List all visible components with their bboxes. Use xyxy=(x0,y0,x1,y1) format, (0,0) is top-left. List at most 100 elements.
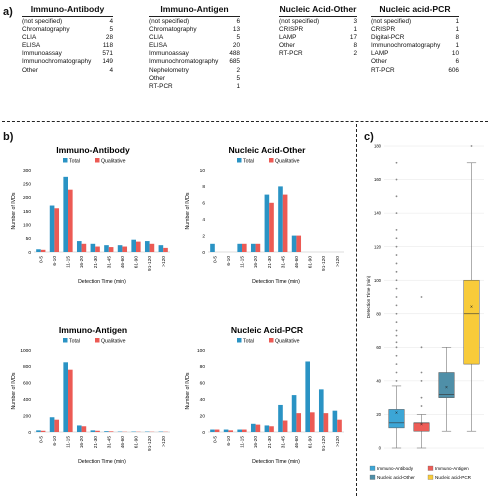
bar-qualitative xyxy=(310,412,315,432)
box-immuno-antibody-outlier xyxy=(395,254,398,256)
bar-qualitative xyxy=(40,430,46,432)
x-tick-label: >120 xyxy=(335,256,341,267)
box-immuno-antibody-outlier xyxy=(395,296,398,298)
bar-qualitative xyxy=(122,246,128,252)
x-tick-label: 6-10 xyxy=(226,256,232,266)
y-tick-label: 40 xyxy=(200,397,206,403)
y-tick-label: 60 xyxy=(200,381,206,387)
box-immuno-antibody-outlier xyxy=(395,161,398,164)
table-row: Digital-PCR 8 xyxy=(371,34,459,42)
legend-label: Qualitative xyxy=(101,339,126,345)
legend-label: Qualitative xyxy=(275,339,300,345)
table-immuno-antibody: Immuno-Antibody (not specified) 4 Chromat… xyxy=(22,4,113,75)
table-row: Chromatography 5 xyxy=(22,26,113,34)
table-row: CLIA 5 xyxy=(149,34,240,42)
box-immuno-antigen-outlier xyxy=(420,371,423,374)
table-title: Immuno-Antibody xyxy=(22,4,113,17)
y-tick-label: 160 xyxy=(374,177,382,182)
table-row: Immunoassay 571 xyxy=(22,50,113,58)
table-immuno-antigen: Immuno-Antigen (not specified) 6 Chromato… xyxy=(149,4,240,91)
y-tick-label: 100 xyxy=(197,348,205,354)
bar-total xyxy=(131,239,136,252)
box-immuno-antigen-outlier xyxy=(420,396,423,399)
y-tick-label: 200 xyxy=(23,413,31,419)
box-immuno-antibody-mean-marker: × xyxy=(395,410,398,416)
y-tick-label: 100 xyxy=(374,278,382,283)
table-row: RT-PCR 1 xyxy=(149,82,240,90)
chart-immuno-antibody: Immuno-Antibody Total Qualitative 0 50 100 150… xyxy=(11,145,170,285)
legend-label: Nucleic acid-Other xyxy=(377,475,415,480)
bar-total xyxy=(104,431,109,432)
box-nucleic-acid-pcr-mean-marker: × xyxy=(470,305,473,311)
bar-total xyxy=(237,243,242,252)
bar-total xyxy=(36,430,41,432)
box-immuno-antibody-outlier xyxy=(395,245,398,248)
y-tick-label: 6 xyxy=(202,201,205,207)
box-immuno-antibody-outlier xyxy=(395,195,398,198)
y-axis-label: Number of IVDs xyxy=(11,192,17,229)
bar-total xyxy=(144,241,150,252)
x-tick-label: 91-120 xyxy=(147,436,153,451)
x-tick-label: 16-20 xyxy=(253,256,259,269)
legend-label: Immuno-Antibody xyxy=(377,466,414,471)
table-row: RT-PCR 2 xyxy=(279,50,357,58)
bar-total xyxy=(49,205,55,252)
box-immuno-antibody-outlier xyxy=(395,262,398,265)
box-immuno-antibody-outlier xyxy=(395,363,398,366)
legend-swatch xyxy=(369,474,376,480)
y-tick-label: 50 xyxy=(26,236,32,242)
bar-qualitative xyxy=(149,243,155,252)
chart-title: Nucleic Acid-Other xyxy=(228,145,306,155)
x-tick-label: 46-60 xyxy=(294,436,300,449)
table-row: Chromatography 13 xyxy=(149,26,240,34)
x-tick-label: 61-90 xyxy=(308,436,314,449)
x-tick-label: 61-90 xyxy=(308,256,314,269)
box-immuno-antibody-outlier xyxy=(395,329,398,332)
x-tick-label: 31-45 xyxy=(280,256,286,269)
box-immuno-antibody-outlier xyxy=(395,334,398,337)
x-tick-label: 21-30 xyxy=(267,436,273,449)
legend-swatch xyxy=(427,474,434,480)
x-tick-label: >120 xyxy=(335,436,341,447)
x-axis-label: Detection Time (min) xyxy=(78,279,126,285)
legend-swatch xyxy=(269,338,274,343)
bar-qualitative xyxy=(81,426,87,432)
x-tick-label: 91-120 xyxy=(147,256,153,271)
table-row: Other 8 xyxy=(279,42,357,50)
bar-qualitative xyxy=(282,194,288,252)
legend-label: Total xyxy=(243,159,254,165)
bar-total xyxy=(237,429,242,432)
bar-total xyxy=(117,245,123,252)
bar-total xyxy=(76,241,82,252)
legend-label: Total xyxy=(69,339,80,345)
legend-swatch xyxy=(269,158,274,163)
box-immuno-antibody-outlier xyxy=(395,371,398,374)
x-tick-label: >120 xyxy=(161,256,167,267)
bar-total xyxy=(36,249,41,252)
chart-detection-time-boxplot: 0 20 40 60 80 100 120 140 160 180 Detection Time (… xyxy=(366,144,484,480)
legend-label: Total xyxy=(243,339,254,345)
x-tick-label: 46-60 xyxy=(294,256,300,269)
chart-title: Immuno-Antigen xyxy=(59,325,127,335)
table-nucleic-acid-other: Nucleic Acid-Other (not specified) 3 CRIS… xyxy=(279,4,357,58)
bar-total xyxy=(76,425,82,432)
table-row: (not specified) 3 xyxy=(279,18,357,25)
bar-total xyxy=(318,389,324,432)
x-tick-label: 6-10 xyxy=(226,436,232,446)
x-tick-label: 0-5 xyxy=(212,256,218,263)
bar-qualitative xyxy=(68,369,73,432)
bar-qualitative xyxy=(255,243,261,252)
bar-qualitative xyxy=(323,413,329,432)
y-tick-label: 4 xyxy=(202,217,205,223)
x-axis-label: Detection Time (min) xyxy=(252,279,300,285)
table-row: (not specified) 6 xyxy=(149,18,240,25)
bar-qualitative xyxy=(282,420,288,432)
bar-qualitative xyxy=(228,430,234,432)
x-axis-label: Detection Time (min) xyxy=(78,459,126,465)
bar-qualitative xyxy=(54,419,60,432)
bar-total xyxy=(104,245,109,252)
table-nucleic-acid-pcr: Nucleic acid-PCR (not specified) 1 CRISPR… xyxy=(371,4,459,75)
box-immuno-antibody xyxy=(388,409,405,429)
bar-qualitative xyxy=(296,235,302,252)
bar-total xyxy=(210,429,215,432)
